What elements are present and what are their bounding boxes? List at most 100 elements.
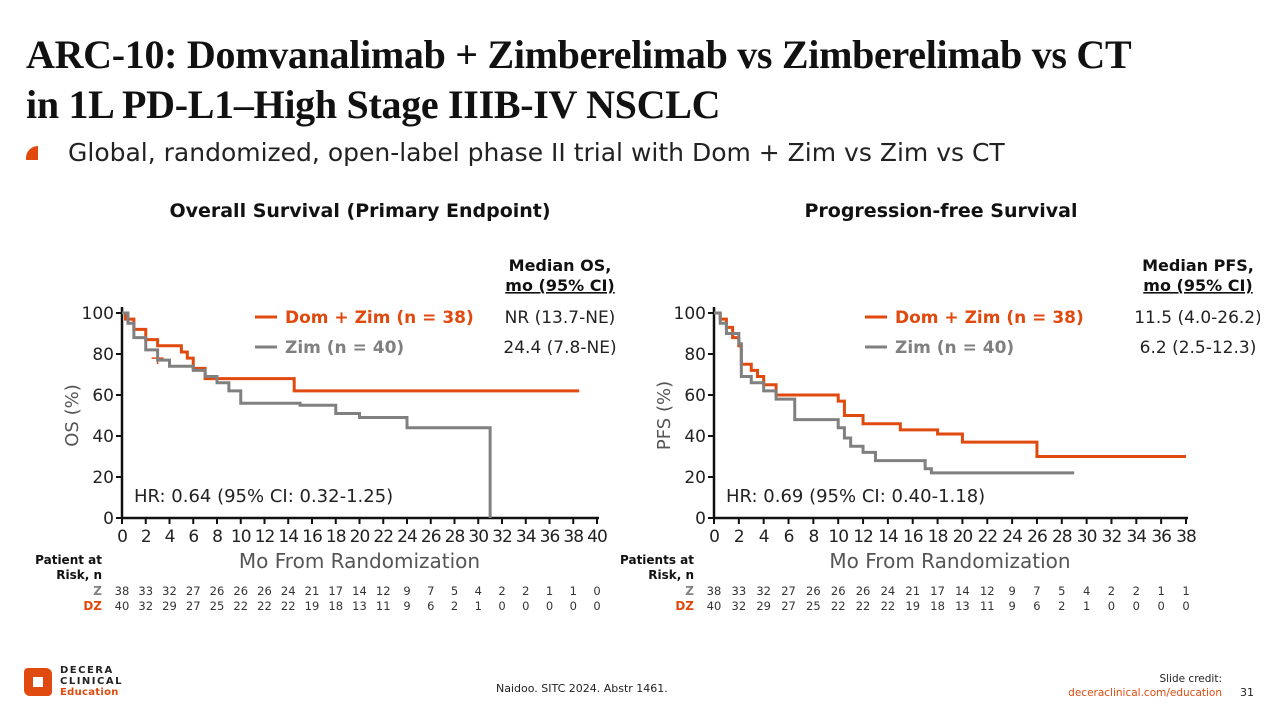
risk-table-cell: 13 [955,599,970,613]
x-tick-label: 30 [468,527,488,547]
risk-table-cell: 4 [1083,584,1090,598]
x-tick-label: 22 [373,527,393,547]
risk-table-cell: 0 [593,584,600,598]
x-tick-label: 38 [1176,527,1196,547]
risk-table-cell: 1 [546,584,553,598]
km-curve-zim [714,311,1075,475]
risk-table-cell: 32 [162,584,177,598]
risk-table-cell: 27 [186,584,201,598]
x-tick-label: 28 [445,527,465,547]
legend-label-dom_zim: Dom + Zim (n = 38) [285,308,474,328]
legend-label-zim: Zim (n = 40) [285,338,404,358]
risk-table-cell: 1 [570,584,577,598]
risk-table-cell: 1 [475,599,482,613]
x-tick-label: 0 [117,527,127,547]
risk-table-cell: 33 [732,584,747,598]
y-tick-label: 0 [103,509,114,529]
risk-table-cell: 18 [328,599,343,613]
risk-table-cell: 26 [806,584,821,598]
median-header-line2: mo (95% CI) [1143,276,1252,295]
risk-table-cell: 40 [707,599,722,613]
y-tick-label: 60 [92,386,114,406]
slide-credit: Slide credit: deceraclinical.com/educati… [1068,672,1222,700]
risk-table-cell: 29 [162,599,177,613]
median-value-zim: 24.4 (7.8-NE) [503,338,616,358]
y-axis-label: PFS (%) [654,381,675,450]
median-header-line1: Median OS, [509,256,612,275]
decera-logo: DECERA CLINICAL Education [24,665,123,698]
risk-table-cell: 27 [781,584,796,598]
km-curve-zim [122,311,492,518]
risk-table-cell: 6 [427,599,434,613]
risk-table-cell: 22 [257,599,272,613]
x-tick-label: 4 [759,527,769,547]
x-tick-label: 6 [188,527,198,547]
y-tick-label: 100 [674,304,706,324]
x-tick-label: 6 [784,527,794,547]
x-tick-label: 10 [828,527,848,547]
risk-table-cell: 24 [881,584,896,598]
km-curve-dom_zim [714,311,1186,458]
x-axis-label: Mo From Randomization [829,549,1070,573]
risk-table-cell: 0 [1133,599,1140,613]
risk-table-cell: 5 [1058,584,1065,598]
decera-logo-icon [24,667,52,696]
x-tick-label: 12 [853,527,873,547]
credit-label: Slide credit: [1159,673,1222,685]
risk-table-label-line2: Risk, n [56,568,102,582]
risk-table-cell: 26 [257,584,272,598]
risk-table-cell: 0 [1182,599,1189,613]
risk-table-label-line1: Patient at [35,553,102,567]
risk-table-cell: 12 [376,584,391,598]
risk-table-cell: 19 [305,599,320,613]
x-tick-label: 14 [278,527,298,547]
risk-table-cell: 27 [186,599,201,613]
risk-table-cell: 32 [138,599,153,613]
risk-table-cell: 7 [427,584,434,598]
risk-table-cell: 25 [806,599,821,613]
risk-table-cell: 26 [831,584,846,598]
median-value-zim: 6.2 (2.5-12.3) [1140,338,1257,358]
logo-line2: CLINICAL [60,676,123,687]
x-tick-label: 10 [231,527,251,547]
risk-table-cell: 25 [210,599,225,613]
x-tick-label: 0 [709,527,719,547]
y-tick-label: 20 [684,468,706,488]
x-tick-label: 22 [977,527,997,547]
risk-row-label-DZ: DZ [675,599,694,613]
risk-table-cell: 18 [930,599,945,613]
risk-table-cell: 33 [138,584,153,598]
pfs-chart-title: Progression-free Survival [804,200,1078,222]
y-tick-label: 100 [82,304,114,324]
risk-table-cell: 0 [1157,599,1164,613]
y-axis-label: OS (%) [62,384,83,446]
x-tick-label: 34 [1126,527,1146,547]
risk-table-cell: 4 [475,584,482,598]
risk-table-cell: 13 [352,599,367,613]
risk-table-label-line1: Patients at [620,553,694,567]
x-tick-label: 2 [141,527,151,547]
os-chart-title: Overall Survival (Primary Endpoint) [169,200,551,222]
risk-row-label-Z: Z [93,584,102,598]
legend-label-dom_zim: Dom + Zim (n = 38) [895,308,1084,328]
risk-table-cell: 27 [781,599,796,613]
y-tick-label: 40 [92,427,114,447]
median-header-line1: Median PFS, [1142,256,1254,275]
bullet-text: Global, randomized, open-label phase II … [68,138,1005,167]
risk-table-cell: 9 [403,584,410,598]
x-tick-label: 18 [928,527,948,547]
risk-table-cell: 12 [980,584,995,598]
risk-table-cell: 0 [498,599,505,613]
risk-table-cell: 22 [856,599,871,613]
y-tick-label: 20 [92,468,114,488]
median-value-dom_zim: NR (13.7-NE) [505,308,616,328]
credit-link[interactable]: deceraclinical.com/education [1068,687,1222,699]
risk-table-cell: 2 [522,584,529,598]
risk-row-label-DZ: DZ [83,599,102,613]
risk-table-label-line2: Risk, n [648,568,694,582]
risk-table-cell: 2 [1108,584,1115,598]
x-tick-label: 24 [397,527,417,547]
risk-table-cell: 32 [756,584,771,598]
x-tick-label: 40 [587,527,607,547]
